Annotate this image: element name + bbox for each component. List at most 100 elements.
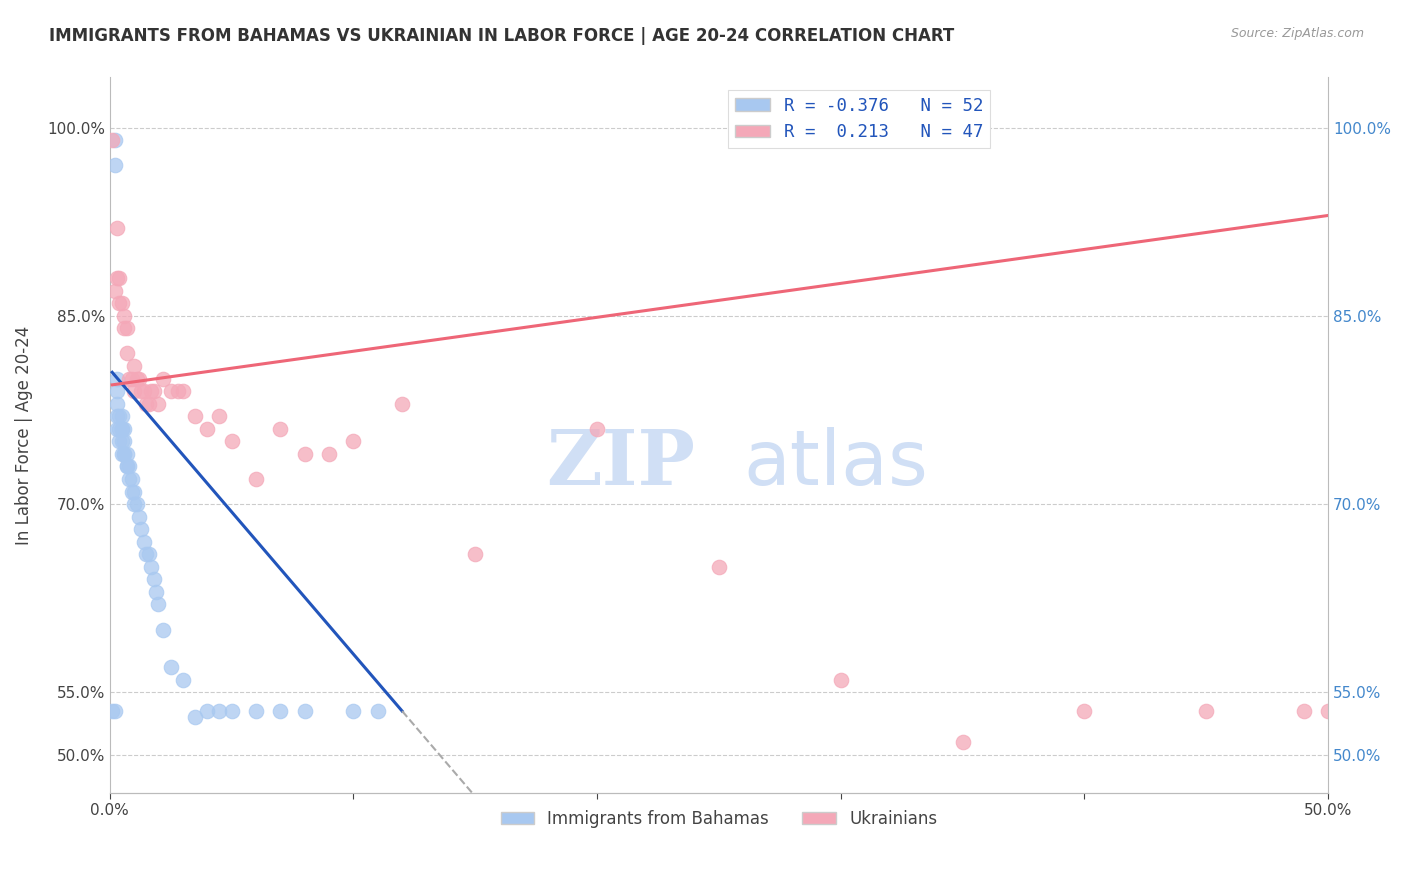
- Point: [108, 434, 131, 449]
- Point: [115, 346, 138, 360]
- Point: [294, 704, 316, 718]
- Point: [138, 547, 160, 561]
- Point: [108, 296, 131, 310]
- Point: [118, 371, 141, 385]
- Point: [105, 409, 128, 424]
- Point: [112, 309, 135, 323]
- Point: [208, 704, 231, 718]
- Point: [111, 422, 134, 436]
- Point: [131, 522, 153, 536]
- Point: [128, 509, 150, 524]
- Point: [152, 371, 174, 385]
- Point: [121, 484, 143, 499]
- Point: [195, 704, 218, 718]
- Point: [152, 623, 174, 637]
- Point: [122, 497, 145, 511]
- Point: [138, 397, 160, 411]
- Point: [342, 434, 364, 449]
- Point: [1195, 704, 1218, 718]
- Point: [135, 547, 157, 561]
- Point: [112, 434, 135, 449]
- Point: [101, 704, 124, 718]
- Point: [118, 472, 141, 486]
- Point: [132, 384, 155, 398]
- Point: [122, 484, 145, 499]
- Point: [135, 397, 157, 411]
- Legend: Immigrants from Bahamas, Ukrainians: Immigrants from Bahamas, Ukrainians: [494, 803, 943, 834]
- Point: [125, 497, 148, 511]
- Point: [245, 472, 267, 486]
- Point: [111, 447, 134, 461]
- Point: [111, 409, 134, 424]
- Point: [1073, 704, 1095, 718]
- Point: [122, 359, 145, 373]
- Point: [1292, 704, 1315, 718]
- Point: [104, 158, 127, 172]
- Point: [125, 371, 148, 385]
- Point: [1317, 704, 1340, 718]
- Point: [221, 704, 243, 718]
- Point: [111, 422, 134, 436]
- Point: [142, 384, 165, 398]
- Point: [148, 397, 170, 411]
- Point: [104, 284, 127, 298]
- Point: [115, 459, 138, 474]
- Point: [269, 704, 291, 718]
- Point: [159, 660, 181, 674]
- Point: [105, 384, 128, 398]
- Point: [830, 673, 852, 687]
- Point: [104, 704, 127, 718]
- Point: [104, 133, 127, 147]
- Point: [128, 371, 150, 385]
- Point: [145, 585, 167, 599]
- Point: [221, 434, 243, 449]
- Point: [105, 221, 128, 235]
- Point: [342, 704, 364, 718]
- Point: [269, 422, 291, 436]
- Point: [586, 422, 609, 436]
- Point: [707, 559, 730, 574]
- Point: [115, 459, 138, 474]
- Point: [318, 447, 340, 461]
- Point: [391, 397, 413, 411]
- Point: [195, 422, 218, 436]
- Point: [131, 384, 153, 398]
- Point: [141, 384, 163, 398]
- Point: [122, 384, 145, 398]
- Point: [108, 422, 131, 436]
- Text: atlas: atlas: [744, 426, 928, 500]
- Point: [111, 434, 134, 449]
- Point: [294, 447, 316, 461]
- Point: [159, 384, 181, 398]
- Point: [105, 422, 128, 436]
- Point: [184, 409, 207, 424]
- Point: [111, 296, 134, 310]
- Point: [132, 534, 155, 549]
- Point: [115, 321, 138, 335]
- Point: [105, 371, 128, 385]
- Point: [121, 371, 143, 385]
- Point: [108, 409, 131, 424]
- Point: [112, 447, 135, 461]
- Point: [367, 704, 389, 718]
- Point: [464, 547, 486, 561]
- Text: Source: ZipAtlas.com: Source: ZipAtlas.com: [1230, 27, 1364, 40]
- Point: [112, 321, 135, 335]
- Text: ZIP: ZIP: [546, 426, 695, 500]
- Point: [142, 572, 165, 586]
- Point: [141, 559, 163, 574]
- Point: [184, 710, 207, 724]
- Point: [167, 384, 190, 398]
- Point: [112, 447, 135, 461]
- Point: [245, 704, 267, 718]
- Text: IMMIGRANTS FROM BAHAMAS VS UKRAINIAN IN LABOR FORCE | AGE 20-24 CORRELATION CHAR: IMMIGRANTS FROM BAHAMAS VS UKRAINIAN IN …: [49, 27, 955, 45]
- Y-axis label: In Labor Force | Age 20-24: In Labor Force | Age 20-24: [15, 326, 32, 545]
- Point: [115, 447, 138, 461]
- Point: [112, 422, 135, 436]
- Point: [121, 472, 143, 486]
- Point: [952, 735, 974, 749]
- Point: [105, 271, 128, 285]
- Point: [105, 397, 128, 411]
- Point: [148, 598, 170, 612]
- Point: [101, 133, 124, 147]
